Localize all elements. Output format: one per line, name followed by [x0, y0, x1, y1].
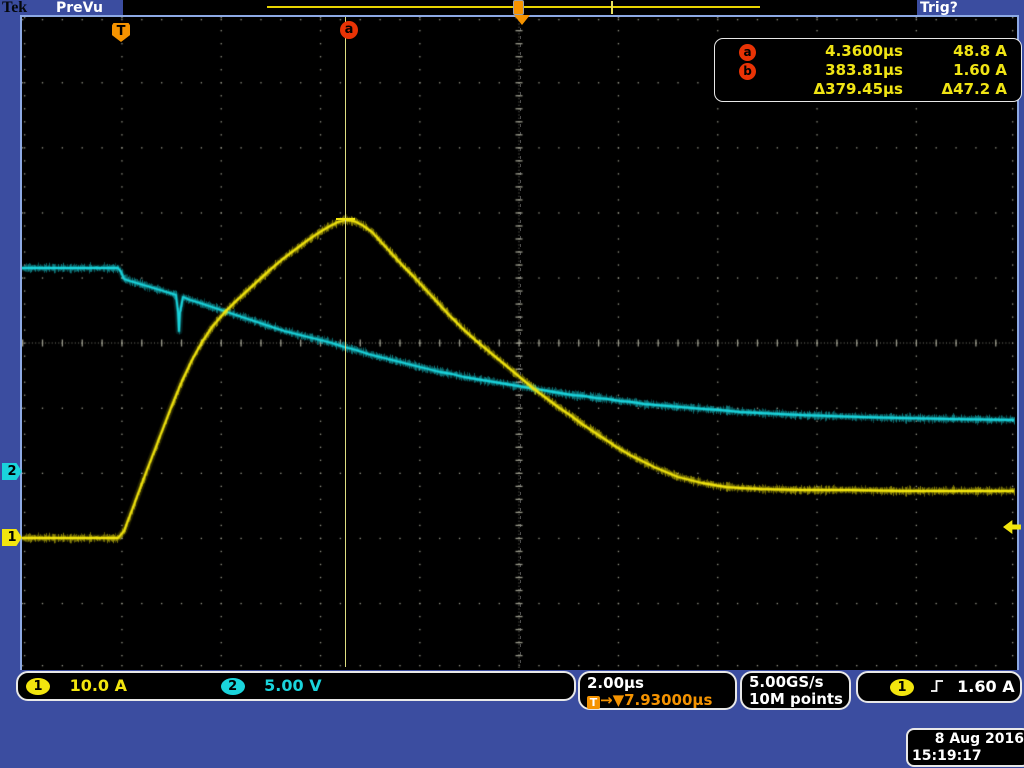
- cursor-b-time: 383.81µs: [825, 61, 903, 79]
- record-view-trigger-pin-icon: [513, 0, 524, 15]
- trigger-position-arrow-icon: [514, 15, 530, 25]
- bottom-status-bar: 1 10.0 A 2 5.00 V 2.00µs T →▼7.93000µs 5.…: [0, 670, 1024, 768]
- cursor-b-row-badge: b: [739, 63, 756, 80]
- cursor-readout-box: a 4.3600µs 48.8 A b 383.81µs 1.60 A Δ379…: [714, 38, 1022, 102]
- sample-rate: 5.00GS/s: [749, 673, 824, 691]
- horizontal-settings-box[interactable]: 2.00µs T →▼7.93000µs: [578, 671, 737, 710]
- trigger-settings-box[interactable]: 1 1.60 A: [856, 671, 1022, 703]
- tek-logo: Tek: [2, 0, 28, 16]
- cursor-a-row-badge: a: [739, 44, 756, 61]
- datetime-box: 8 Aug 2016 15:19:17: [906, 728, 1024, 767]
- trigger-level-value: 1.60 A: [957, 677, 1015, 696]
- record-view-marker: [611, 1, 613, 14]
- rising-edge-icon: [930, 675, 944, 703]
- channel-2-ground-marker[interactable]: 2: [2, 463, 22, 480]
- delay-t-icon: T: [587, 696, 600, 709]
- channel-1-scale: 10.0 A: [69, 676, 128, 695]
- cursor-delta-amplitude: Δ47.2 A: [941, 80, 1007, 98]
- cursor-a-amplitude: 48.8 A: [953, 42, 1007, 60]
- trigger-point-badge: T: [112, 23, 130, 42]
- acquisition-settings-box[interactable]: 5.00GS/s 10M points: [740, 671, 851, 710]
- cursor-a-line[interactable]: [345, 17, 346, 667]
- trigger-position-dashed-line: [520, 28, 521, 667]
- timebase-scale: 2.00µs: [587, 674, 644, 692]
- acquisition-mode-label: PreVu: [56, 0, 103, 16]
- trigger-source-badge[interactable]: 1: [890, 679, 914, 696]
- record-length: 10M points: [749, 690, 843, 708]
- cursor-a-badge[interactable]: a: [340, 21, 358, 39]
- channel-1-ground-marker[interactable]: 1: [2, 529, 22, 546]
- channel-2-scale: 5.00 V: [264, 676, 322, 695]
- cursor-b-amplitude: 1.60 A: [953, 61, 1007, 79]
- cursor-a-time: 4.3600µs: [825, 42, 903, 60]
- time-label: 15:19:17: [912, 748, 982, 764]
- cursor-delta-row: Δ379.45µs Δ47.2 A: [715, 79, 1021, 99]
- cursor-a-row: a 4.3600µs 48.8 A: [715, 41, 1021, 61]
- channel-2-badge[interactable]: 2: [220, 678, 245, 695]
- delay-value: 7.93000µs: [624, 691, 713, 709]
- top-status-bar: Tek PreVu Trig?: [0, 0, 1024, 16]
- cursor-a-intersection-tick: [336, 218, 355, 220]
- record-view-strip: [123, 0, 917, 15]
- date-label: 8 Aug 2016: [934, 731, 1024, 747]
- channel-1-badge[interactable]: 1: [26, 678, 50, 695]
- channel-scales-box[interactable]: 1 10.0 A 2 5.00 V: [16, 671, 576, 701]
- waveform-display: [22, 17, 1015, 668]
- cursor-delta-time: Δ379.45µs: [813, 80, 903, 98]
- trigger-delay-readout: T →▼7.93000µs: [587, 692, 735, 709]
- cursor-b-row: b 383.81µs 1.60 A: [715, 60, 1021, 80]
- delay-arrows: →▼: [600, 691, 625, 709]
- trigger-status-label: Trig?: [920, 0, 958, 16]
